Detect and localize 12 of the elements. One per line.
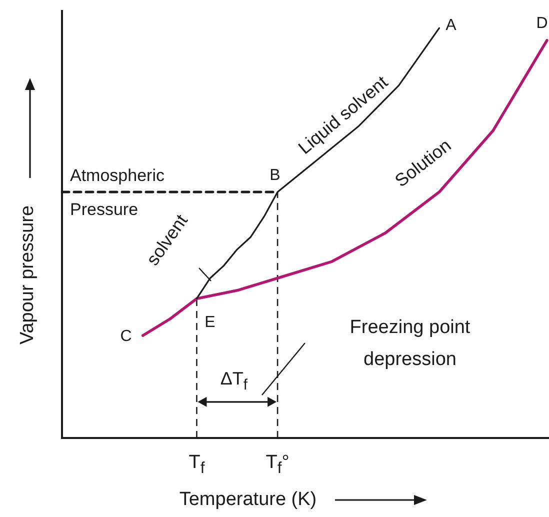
annotation: A (446, 17, 456, 34)
x-tick-label: T$_{f}$ (188, 452, 205, 477)
annotation: B (270, 167, 280, 184)
annotation: ΔT$_{f}$ (220, 368, 248, 394)
x-tick-label: T$_{f}$° (266, 452, 290, 477)
annotation: Atmospheric Pressure (70, 166, 164, 219)
x-axis-title: Temperature (K) (179, 489, 317, 510)
annotation: C (120, 328, 132, 345)
annotation: D (536, 15, 548, 32)
annotation: Freezing point depression (348, 316, 472, 372)
y-axis-title: Vapour pressure (17, 205, 38, 345)
annotation: E (204, 314, 216, 331)
